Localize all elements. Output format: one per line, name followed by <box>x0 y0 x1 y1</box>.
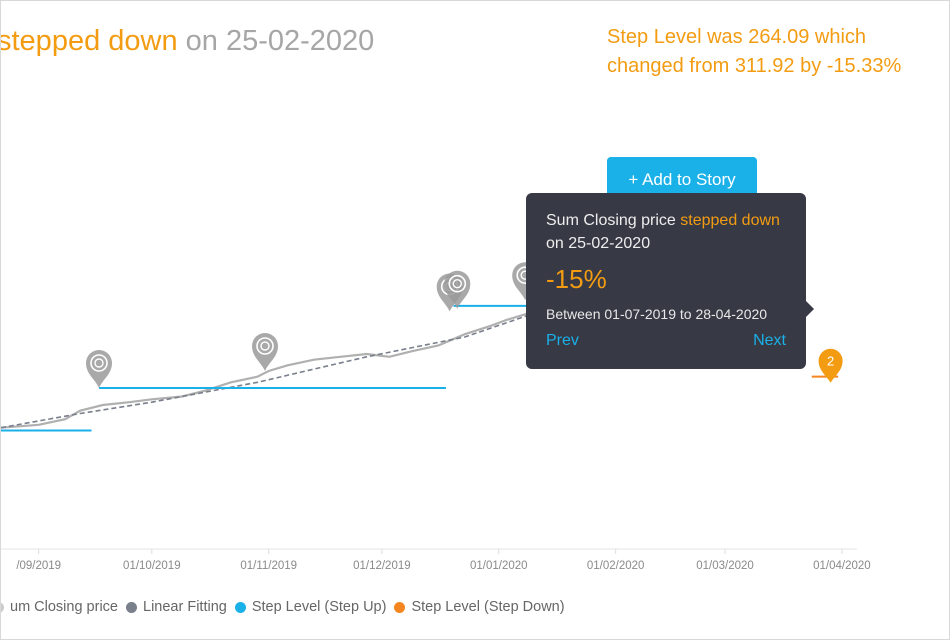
pin-ring <box>256 337 274 355</box>
series-layer <box>1 304 839 432</box>
legend-label: Step Level (Step Down) <box>411 599 565 615</box>
insight-tooltip: Sum Closing price stepped down on 25-02-… <box>526 193 814 369</box>
step-marker-pin-icon <box>252 333 278 371</box>
legend-swatch <box>126 601 137 613</box>
insight-summary: Step Level was 264.09 which changed from… <box>607 26 902 77</box>
x-tick-label: 01/04/2020 <box>813 560 871 572</box>
closing-price-line <box>1 304 549 429</box>
legend-label: um Closing price <box>10 599 118 615</box>
pin-ring-inner <box>94 358 104 368</box>
tooltip-range: Between 01-07-2019 to 28-04-2020 <box>546 306 768 322</box>
pin-ring <box>90 354 108 372</box>
legend-item[interactable]: um Closing price <box>1 599 118 615</box>
step-marker-pin-icon <box>86 350 112 388</box>
legend-swatch <box>234 601 246 613</box>
legend-item[interactable]: Step Level (Step Up) <box>234 599 387 615</box>
tooltip-arrow <box>806 301 814 317</box>
prev-link[interactable]: Prev <box>546 332 579 349</box>
tooltip-percent: -15% <box>546 264 607 294</box>
linear-fitting-line <box>1 307 549 429</box>
x-tick-label: 01/11/2019 <box>240 560 297 572</box>
tooltip-nav: Prev Next <box>546 332 786 352</box>
x-tick-label: 01/02/2020 <box>587 560 645 572</box>
legend-swatch <box>1 601 4 613</box>
headline-highlight: stepped down <box>0 25 178 57</box>
x-tick-label: 01/12/2019 <box>353 560 411 572</box>
x-tick-label: /09/2019 <box>16 560 61 572</box>
legend-label: Linear Fitting <box>143 599 227 615</box>
x-tick-label: 01/03/2020 <box>696 560 754 572</box>
chart-legend: um Closing price Linear Fitting Step Level… <box>1 599 573 615</box>
x-axis-ticks: /09/2019 01/10/2019 01/11/2019 01/12/2019 01… <box>16 549 871 572</box>
tooltip-series: Sum Closing price <box>546 212 681 229</box>
badge-pin <box>818 348 843 383</box>
legend-item[interactable]: Linear Fitting <box>126 599 227 615</box>
tooltip-highlight: stepped down <box>680 212 780 229</box>
pin-ring <box>448 274 467 293</box>
next-link[interactable]: Next <box>753 332 786 349</box>
step-down-badge-icon: 2 <box>818 348 843 383</box>
x-tick-label: 01/10/2019 <box>123 560 181 572</box>
marker-layer: 2 <box>86 262 843 388</box>
tooltip-date: on 25-02-2020 <box>546 235 651 252</box>
legend-label: Step Level (Step Up) <box>251 599 387 615</box>
legend-item[interactable]: Step Level (Step Down) <box>394 599 565 615</box>
legend-swatch <box>394 601 406 613</box>
x-tick-label: 01/01/2020 <box>470 560 528 572</box>
pin-ring-inner <box>260 341 270 351</box>
insight-headline: stepped down on 25-02-2020 <box>0 25 375 58</box>
step-marker-pin-icon <box>444 270 471 309</box>
headline-date: on 25-02-2020 <box>177 25 375 57</box>
tooltip-heading: Sum Closing price stepped down on 25-02-… <box>546 209 786 255</box>
badge-count: 2 <box>827 354 834 369</box>
pin-ring-inner <box>452 279 462 289</box>
